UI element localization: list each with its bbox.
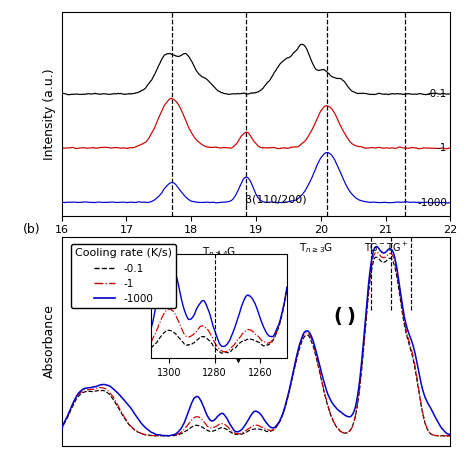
Text: ): ) [347, 307, 356, 326]
Text: (: ( [333, 307, 342, 326]
Text: β(110/200): β(110/200) [245, 195, 306, 205]
Y-axis label: Intensity (a.u.): Intensity (a.u.) [43, 68, 56, 160]
Y-axis label: Absorbance: Absorbance [43, 304, 56, 378]
X-axis label: 2θ (°): 2θ (°) [238, 241, 274, 254]
Text: -1: -1 [437, 143, 447, 153]
Text: (b): (b) [23, 223, 40, 236]
Legend: -0.1, -1, -1000: -0.1, -1, -1000 [71, 244, 176, 308]
Text: TG$^-$TG$^+$: TG$^-$TG$^+$ [364, 241, 408, 254]
Text: T$_{n\geq4}$G: T$_{n\geq4}$G [202, 246, 236, 259]
Text: -0.1: -0.1 [427, 89, 447, 99]
Text: T$_{n\geq3}$G: T$_{n\geq3}$G [299, 241, 333, 255]
Text: -1000: -1000 [417, 198, 447, 208]
Text: TG$^-$TG$^+$: TG$^-$TG$^+$ [224, 310, 268, 323]
